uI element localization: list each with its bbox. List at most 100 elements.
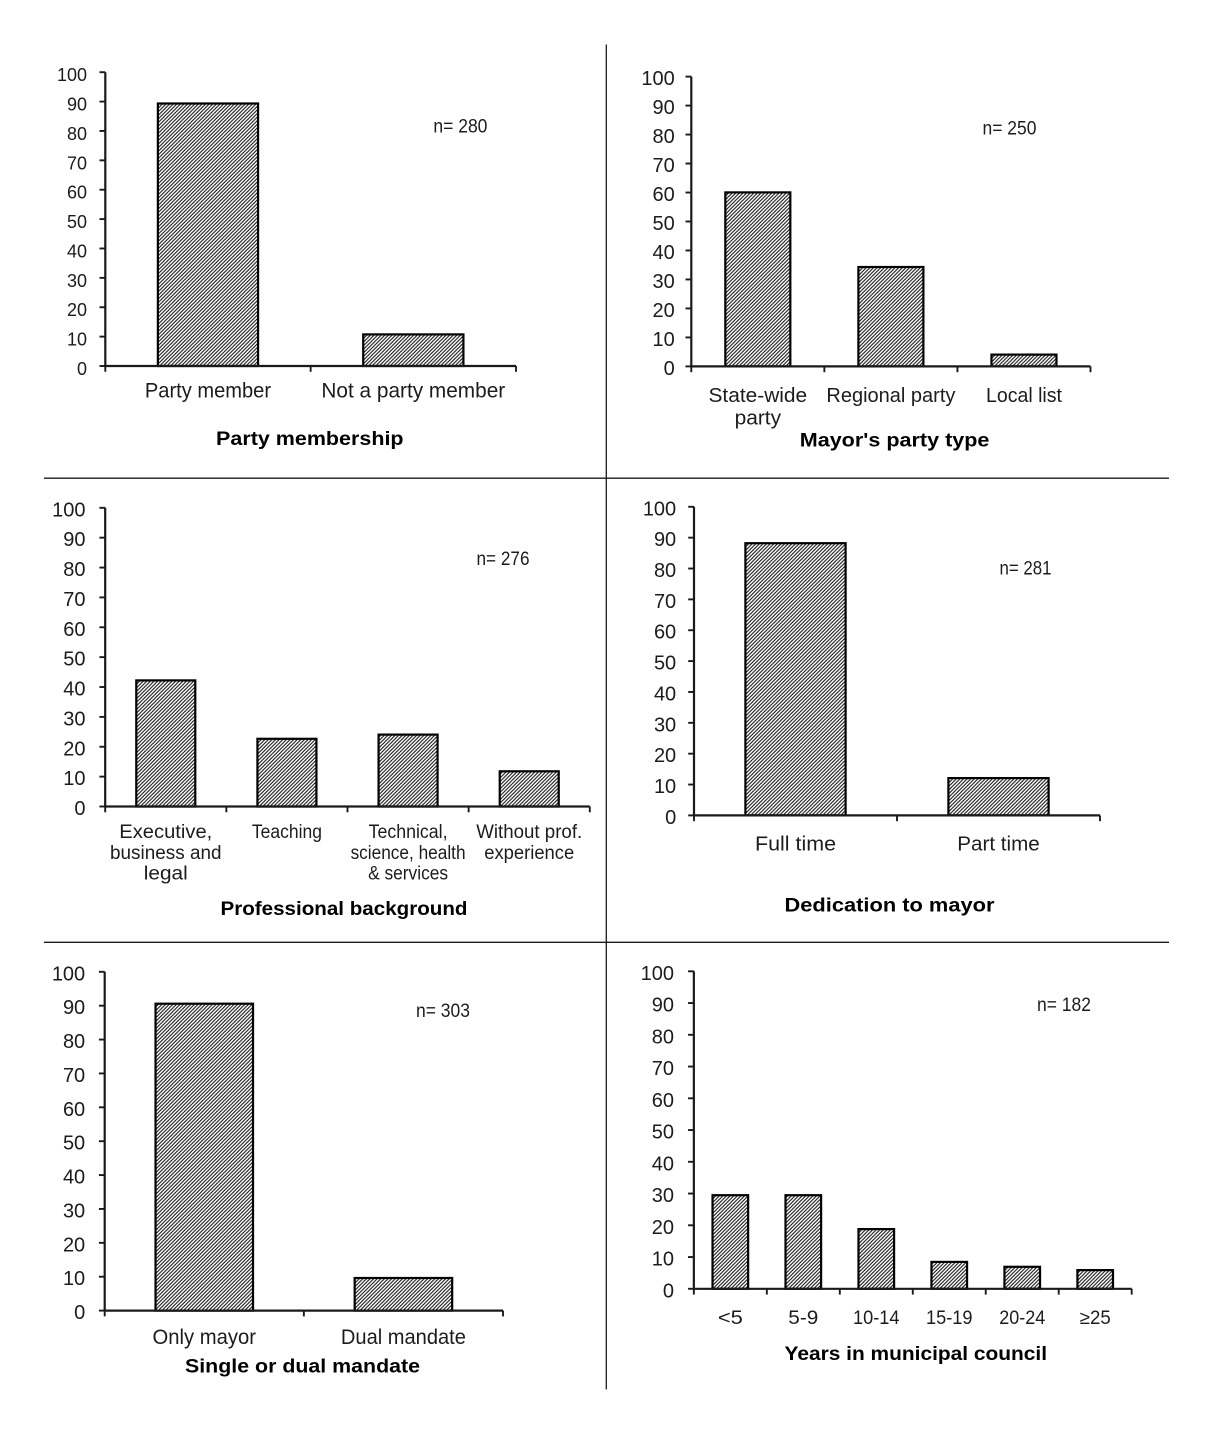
svg-text:100: 100 bbox=[52, 963, 85, 985]
svg-text:100: 100 bbox=[641, 68, 674, 90]
svg-text:50: 50 bbox=[67, 212, 87, 232]
svg-text:20: 20 bbox=[63, 1234, 85, 1256]
svg-text:30: 30 bbox=[653, 271, 675, 293]
svg-text:10: 10 bbox=[652, 1249, 674, 1271]
svg-text:100: 100 bbox=[52, 499, 85, 521]
svg-text:50: 50 bbox=[654, 653, 676, 675]
svg-text:Part time: Part time bbox=[957, 834, 1040, 856]
svg-text:Single or dual mandate: Single or dual mandate bbox=[185, 1357, 420, 1378]
svg-text:70: 70 bbox=[654, 591, 676, 613]
svg-text:70: 70 bbox=[67, 153, 87, 173]
svg-text:60: 60 bbox=[63, 1099, 85, 1121]
svg-text:80: 80 bbox=[652, 1026, 674, 1048]
svg-text:Professional background: Professional background bbox=[221, 899, 468, 920]
svg-text:20-24: 20-24 bbox=[999, 1308, 1045, 1329]
svg-text:Local list: Local list bbox=[986, 385, 1062, 407]
svg-text:<5: <5 bbox=[718, 1308, 743, 1329]
svg-text:30: 30 bbox=[652, 1185, 674, 1207]
svg-text:10: 10 bbox=[654, 776, 676, 798]
svg-text:Dedication to mayor: Dedication to mayor bbox=[785, 896, 996, 917]
svg-text:60: 60 bbox=[67, 183, 87, 203]
svg-text:10: 10 bbox=[653, 329, 675, 351]
svg-text:science, health: science, health bbox=[351, 843, 466, 864]
svg-text:60: 60 bbox=[654, 622, 676, 644]
svg-text:10: 10 bbox=[63, 1268, 85, 1290]
svg-text:10-14: 10-14 bbox=[853, 1308, 900, 1329]
svg-text:60: 60 bbox=[63, 619, 85, 641]
svg-text:80: 80 bbox=[653, 126, 675, 148]
svg-text:40: 40 bbox=[63, 1167, 85, 1189]
svg-text:Party member: Party member bbox=[145, 380, 271, 403]
svg-text:50: 50 bbox=[653, 213, 675, 235]
svg-text:Without prof.: Without prof. bbox=[476, 822, 582, 843]
svg-text:80: 80 bbox=[63, 559, 85, 581]
svg-text:n= 281: n= 281 bbox=[1000, 559, 1052, 580]
svg-text:90: 90 bbox=[63, 997, 85, 1019]
svg-text:0: 0 bbox=[77, 359, 87, 379]
svg-text:n= 250: n= 250 bbox=[983, 119, 1037, 140]
svg-text:40: 40 bbox=[63, 679, 85, 701]
svg-text:80: 80 bbox=[67, 124, 87, 144]
svg-text:0: 0 bbox=[664, 358, 675, 380]
svg-text:party: party bbox=[735, 408, 782, 430]
svg-text:50: 50 bbox=[652, 1122, 674, 1144]
svg-text:70: 70 bbox=[63, 1065, 85, 1087]
svg-text:Executive,: Executive, bbox=[119, 822, 212, 843]
svg-text:5-9: 5-9 bbox=[788, 1308, 818, 1329]
svg-text:80: 80 bbox=[654, 560, 676, 582]
svg-text:State-wide: State-wide bbox=[708, 385, 807, 407]
svg-text:n= 182: n= 182 bbox=[1037, 995, 1091, 1016]
svg-text:business and: business and bbox=[110, 843, 222, 864]
svg-text:30: 30 bbox=[63, 708, 85, 730]
svg-text:40: 40 bbox=[654, 683, 676, 705]
svg-text:20: 20 bbox=[652, 1217, 674, 1239]
svg-text:Years in municipal council: Years in municipal council bbox=[785, 1344, 1048, 1365]
svg-text:n= 303: n= 303 bbox=[416, 1001, 470, 1022]
svg-text:90: 90 bbox=[654, 529, 676, 551]
svg-text:10: 10 bbox=[63, 768, 85, 790]
svg-text:experience: experience bbox=[484, 843, 574, 864]
svg-text:Teaching: Teaching bbox=[252, 822, 322, 843]
svg-text:20: 20 bbox=[654, 745, 676, 767]
svg-text:60: 60 bbox=[653, 184, 675, 206]
svg-text:30: 30 bbox=[63, 1200, 85, 1222]
svg-text:≥25: ≥25 bbox=[1080, 1308, 1111, 1329]
svg-text:70: 70 bbox=[652, 1058, 674, 1080]
svg-text:60: 60 bbox=[652, 1090, 674, 1112]
svg-text:90: 90 bbox=[653, 97, 675, 119]
svg-text:30: 30 bbox=[67, 271, 87, 291]
svg-text:legal: legal bbox=[144, 864, 188, 885]
svg-text:15-19: 15-19 bbox=[926, 1308, 973, 1329]
svg-text:40: 40 bbox=[652, 1153, 674, 1175]
svg-text:70: 70 bbox=[653, 155, 675, 177]
svg-text:Mayor's party type: Mayor's party type bbox=[800, 431, 990, 452]
svg-text:0: 0 bbox=[663, 1280, 674, 1302]
svg-text:Only mayor: Only mayor bbox=[153, 1326, 257, 1349]
svg-text:100: 100 bbox=[641, 963, 674, 985]
svg-text:Not a party member: Not a party member bbox=[321, 380, 505, 403]
svg-text:20: 20 bbox=[653, 300, 675, 322]
svg-text:0: 0 bbox=[665, 807, 676, 829]
svg-text:30: 30 bbox=[654, 714, 676, 736]
svg-text:90: 90 bbox=[652, 995, 674, 1017]
svg-text:Dual mandate: Dual mandate bbox=[341, 1326, 466, 1349]
svg-text:100: 100 bbox=[57, 65, 87, 85]
svg-text:40: 40 bbox=[67, 241, 87, 261]
svg-text:80: 80 bbox=[63, 1031, 85, 1053]
svg-text:70: 70 bbox=[63, 589, 85, 611]
svg-text:90: 90 bbox=[67, 95, 87, 115]
svg-text:& services: & services bbox=[368, 864, 448, 885]
svg-text:50: 50 bbox=[63, 1133, 85, 1155]
svg-text:10: 10 bbox=[67, 330, 87, 350]
svg-text:100: 100 bbox=[643, 498, 676, 520]
svg-text:40: 40 bbox=[653, 242, 675, 264]
svg-text:n= 276: n= 276 bbox=[477, 549, 530, 570]
svg-text:Regional party: Regional party bbox=[826, 385, 955, 407]
svg-text:0: 0 bbox=[74, 798, 85, 820]
svg-text:20: 20 bbox=[63, 738, 85, 760]
svg-text:90: 90 bbox=[63, 529, 85, 551]
svg-text:20: 20 bbox=[67, 300, 87, 320]
svg-text:n= 280: n= 280 bbox=[433, 116, 487, 137]
svg-text:0: 0 bbox=[74, 1302, 85, 1324]
svg-text:50: 50 bbox=[63, 649, 85, 671]
